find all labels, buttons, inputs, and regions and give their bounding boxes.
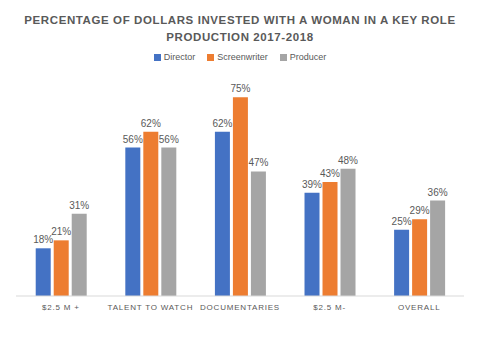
svg-text:31%: 31% xyxy=(69,200,89,211)
svg-text:56%: 56% xyxy=(123,134,143,145)
html-text:PERCENTAGE OF DOLLARS INVESTED: PERCENTAGE OF DOLLARS INVESTED WITH A WO… xyxy=(24,14,456,26)
svg-text:$2.5 M +: $2.5 M + xyxy=(42,303,80,312)
svg-text:21%: 21% xyxy=(51,226,71,237)
svg-text:48%: 48% xyxy=(338,155,358,166)
svg-text:56%: 56% xyxy=(159,134,179,145)
svg-text:TALENT TO WATCH: TALENT TO WATCH xyxy=(108,303,194,312)
svg-text:29%: 29% xyxy=(410,205,430,216)
svg-text:75%: 75% xyxy=(230,83,250,94)
html-text:Screenwriter: Screenwriter xyxy=(217,52,268,62)
svg-text:OVERALL: OVERALL xyxy=(398,303,441,312)
svg-text:25%: 25% xyxy=(392,216,412,227)
svg-text:$2.5 M-: $2.5 M- xyxy=(313,303,346,312)
svg-text:62%: 62% xyxy=(212,118,232,129)
svg-text:36%: 36% xyxy=(428,187,448,198)
svg-text:47%: 47% xyxy=(248,157,268,168)
html-text:PRODUCTION 2017-2018: PRODUCTION 2017-2018 xyxy=(166,31,314,43)
html-text:Director: Director xyxy=(163,52,196,62)
svg-text:43%: 43% xyxy=(320,168,340,179)
svg-text:39%: 39% xyxy=(302,179,322,190)
svg-text:DOCUMENTARIES: DOCUMENTARIES xyxy=(200,303,280,312)
svg-text:62%: 62% xyxy=(141,118,161,129)
svg-text:18%: 18% xyxy=(33,234,54,246)
html-text:Producer: Producer xyxy=(289,52,327,62)
